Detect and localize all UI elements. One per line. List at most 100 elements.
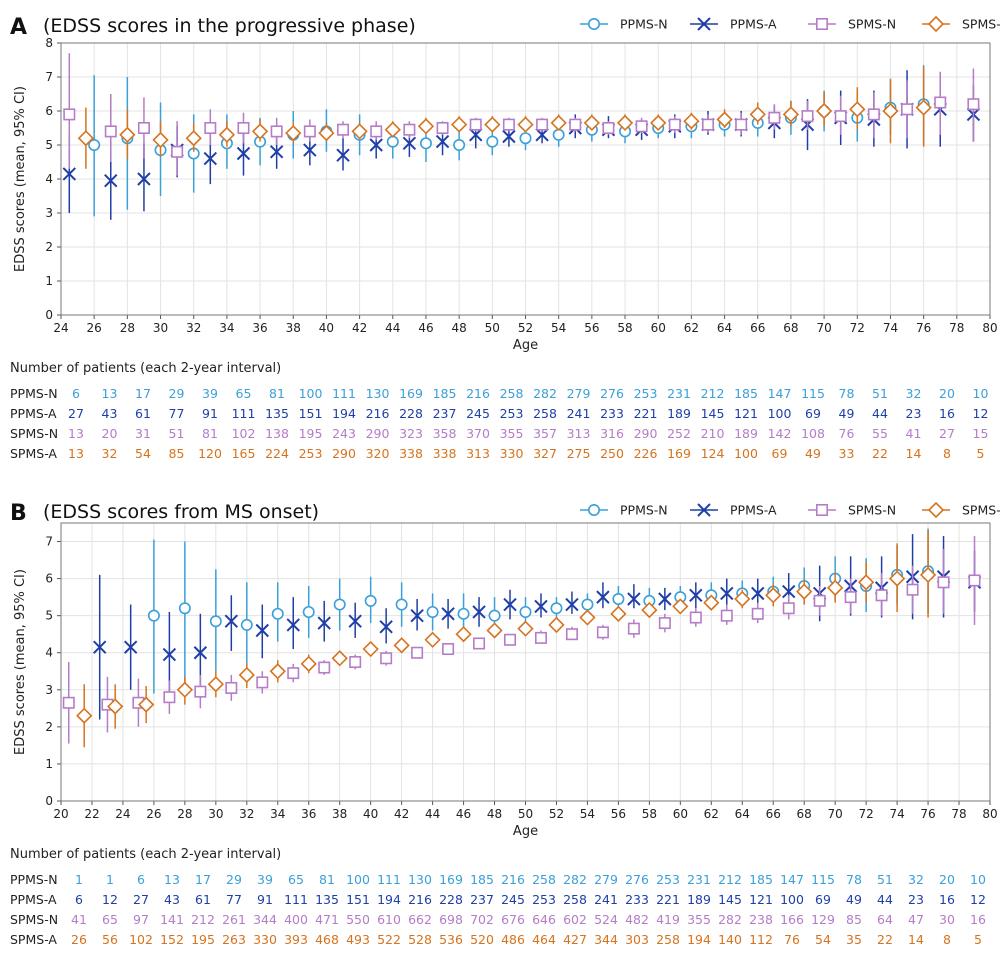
data-point [550,602,563,615]
data-point [348,614,362,628]
patients-row-label: SPMS-N [10,426,58,441]
patients-count: 338 [433,446,457,461]
data-point [386,135,399,148]
patients-count: 216 [501,872,525,887]
patients-count: 151 [346,892,370,907]
patients-count: 111 [377,872,401,887]
patients-count: 169 [667,446,691,461]
patients-count: 327 [533,446,557,461]
patients-count: 1 [75,872,83,887]
patients-count: 646 [532,912,556,927]
data-point [765,587,782,604]
patients-count: 189 [687,892,711,907]
data-point [349,655,362,668]
patients-count: 165 [232,446,256,461]
patients-count: 185 [470,872,494,887]
data-point [858,574,875,591]
patients-count: 195 [299,426,323,441]
patients-count: 185 [734,386,758,401]
patients-count: 482 [625,912,649,927]
data-point [63,108,76,121]
patients-count: 194 [687,932,711,947]
patients-count: 16 [970,912,986,927]
data-point [77,130,95,147]
data-point [362,640,379,658]
x-tick-label: 62 [684,321,699,335]
data-point [844,591,857,604]
patients-count: 138 [265,426,289,441]
y-tick-label: 0 [45,794,53,808]
patients-count: 400 [284,912,308,927]
patients-count: 97 [133,912,149,927]
x-tick-label: 36 [252,321,267,335]
patients-count: 51 [169,426,185,441]
data-point [782,602,795,615]
patients-count: 54 [135,446,151,461]
legend-label: PPMS-N [620,17,668,32]
patients-count: 76 [839,426,855,441]
data-point [88,139,101,152]
data-point [488,609,501,622]
patients-count: 115 [801,386,825,401]
patients-count: 6 [137,872,145,887]
data-point [411,646,424,659]
patients-row-label: PPMS-N [10,872,58,887]
data-point [271,607,284,620]
patients-count: 69 [805,406,821,421]
y-tick-label: 4 [45,172,53,186]
data-point [152,131,169,149]
patients-count: 115 [811,872,835,887]
patients-count: 61 [195,892,211,907]
patients-count: 29 [226,872,242,887]
data-point [285,124,302,142]
patients-count: 140 [718,932,742,947]
patients-count: 662 [408,912,432,927]
data-point [782,584,796,599]
patients-count: 22 [877,932,893,947]
panel-letter: A [10,15,27,40]
patients-count: 69 [815,892,831,907]
data-point [875,589,888,602]
patients-count: 166 [780,912,804,927]
patients-count: 100 [346,872,370,887]
data-point [703,594,720,611]
patients-count: 536 [439,932,463,947]
x-tick-label: 28 [177,807,192,821]
x-tick-label: 28 [120,321,135,335]
data-point [668,118,681,131]
y-tick-label: 2 [45,720,53,734]
data-point [138,696,155,713]
patients-count: 261 [222,912,246,927]
x-tick-label: 26 [146,807,161,821]
y-tick-label: 3 [45,206,53,220]
data-point [251,123,269,140]
data-point [137,122,150,135]
legend-marker [927,501,945,519]
patients-count: 282 [563,872,587,887]
patients-row-label: PPMS-A [10,406,57,421]
data-point [834,110,847,123]
legend-label: PPMS-A [730,503,777,518]
data-point [119,126,136,143]
legend-label: SPMS-N [848,17,896,32]
y-tick-label: 5 [45,138,53,152]
x-tick-label: 40 [319,321,334,335]
patients-count: 27 [133,892,149,907]
x-tick-label: 76 [916,321,931,335]
patients-count: 169 [439,872,463,887]
data-point [751,586,765,601]
x-tick-label: 30 [208,807,223,821]
patients-count: 20 [102,426,118,441]
data-point [635,120,648,133]
patients-count: 15 [973,426,989,441]
patients-count: 147 [780,872,804,887]
x-tick-label: 70 [828,807,843,821]
patients-count: 233 [625,892,649,907]
data-point [720,586,734,601]
data-point [302,605,315,618]
patients-count: 241 [594,892,618,907]
data-point [410,608,424,623]
patients-count: 130 [366,386,390,401]
